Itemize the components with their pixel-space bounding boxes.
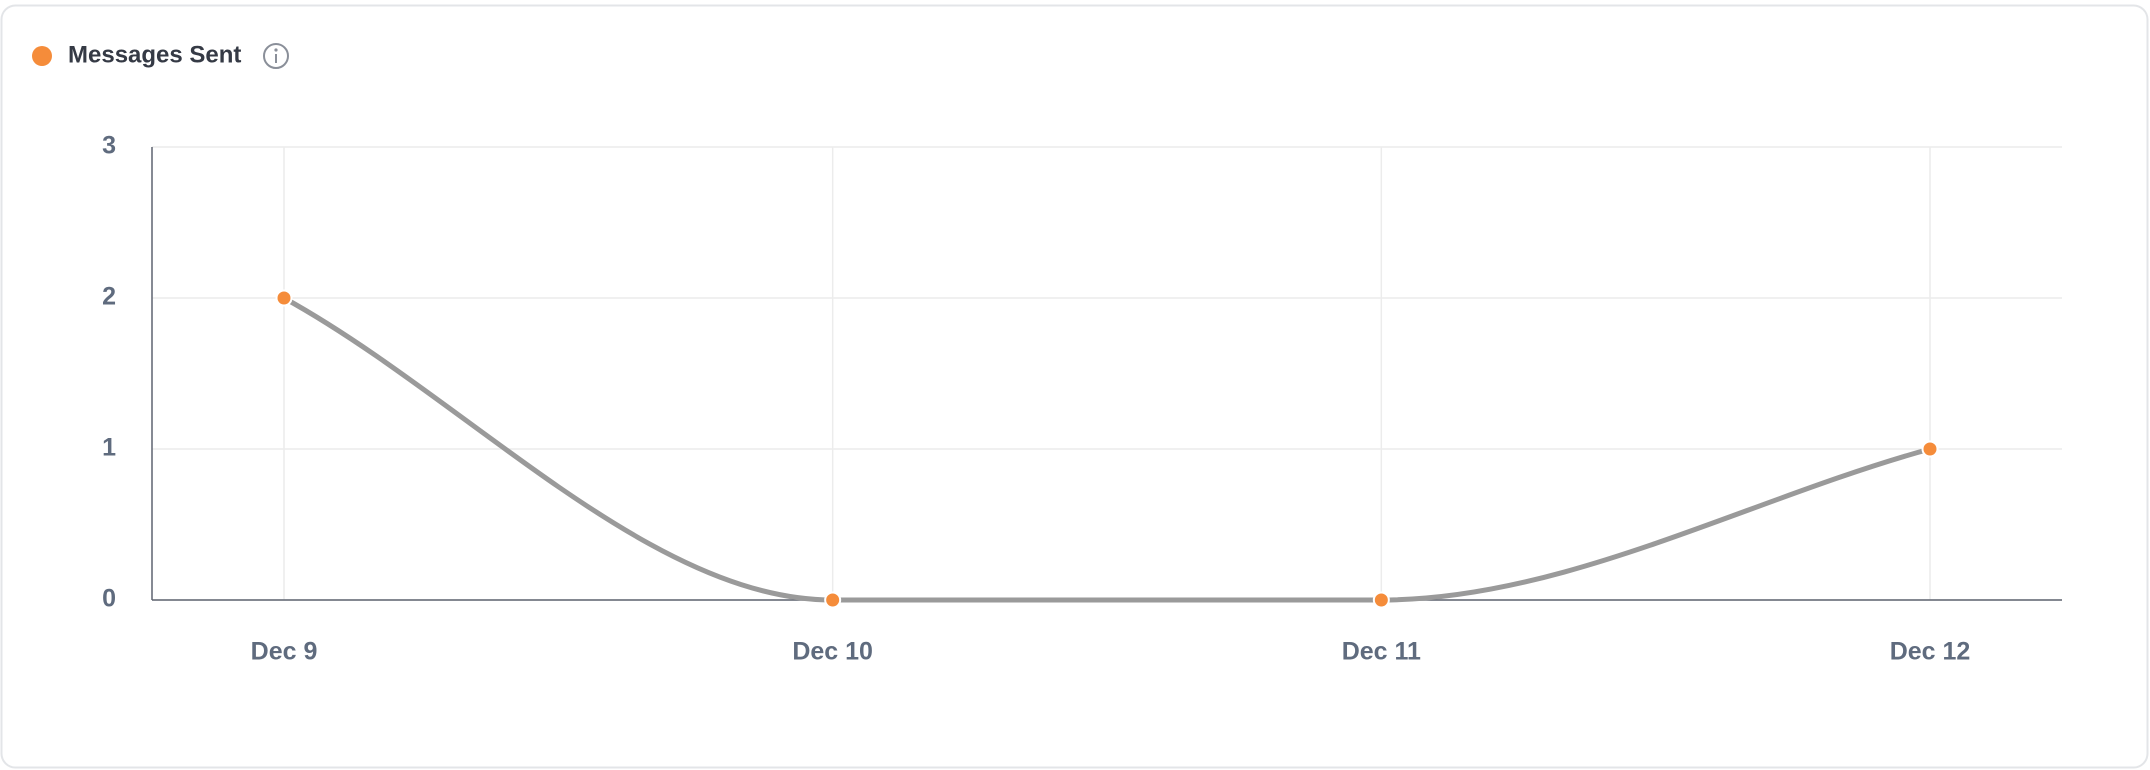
legend-swatch — [32, 46, 52, 66]
data-point — [1921, 440, 1939, 458]
data-point — [275, 289, 293, 307]
data-point — [824, 591, 842, 609]
x-tick-label: Dec 11 — [1342, 638, 1421, 666]
info-icon[interactable] — [263, 43, 289, 69]
x-tick-label: Dec 10 — [792, 638, 873, 666]
y-tick-label: 0 — [102, 585, 116, 613]
y-tick-label: 3 — [102, 132, 116, 160]
y-tick-label: 1 — [102, 434, 116, 462]
card — [0, 4, 2149, 769]
series-line — [282, 295, 1931, 603]
y-tick-label: 2 — [102, 283, 116, 311]
data-point — [1372, 591, 1390, 609]
legend-label: Messages Sent — [68, 41, 241, 68]
x-tick-label: Dec 12 — [1890, 638, 1971, 666]
x-tick-label: Dec 9 — [251, 638, 318, 666]
